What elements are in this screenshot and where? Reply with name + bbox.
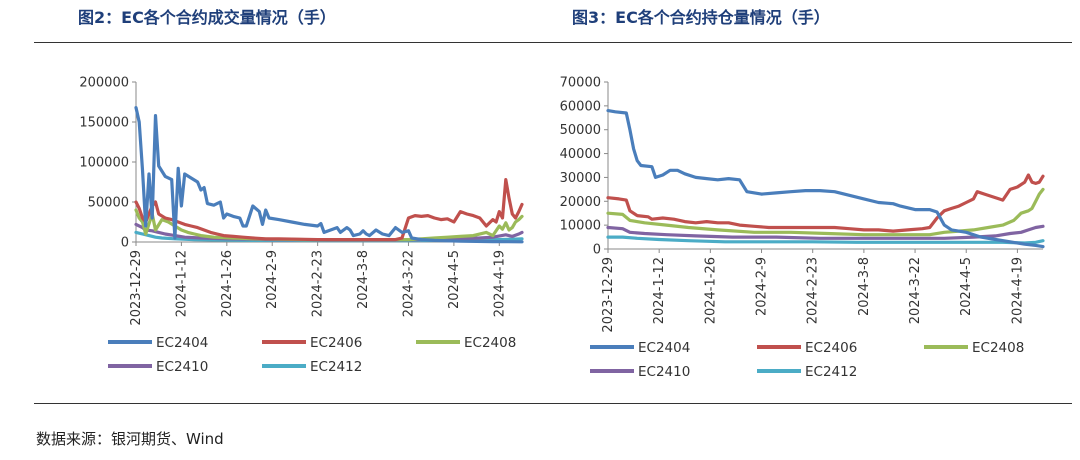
figure-2-title: 图2：EC各个合约成交量情况（手） [78, 8, 336, 27]
chart0-x-tick-label: 2024-1-12 [174, 250, 189, 317]
chart1-legend-label-ec2404: EC2404 [638, 340, 690, 356]
data-source: 数据来源：银河期货、Wind [36, 430, 224, 448]
chart0-x-tick-label: 2024-3-22 [401, 250, 416, 317]
chart1-x-tick-label: 2024-1-26 [703, 257, 718, 324]
chart0-x-tick-label: 2024-4-19 [492, 250, 507, 317]
chart0-y-tick-label: 150000 [79, 116, 129, 131]
chart1-legend-label-ec2410: EC2410 [638, 364, 690, 380]
chart1-y-tick-label: 40000 [560, 147, 601, 162]
volume-chart: 0 50000 100000 150000 200000 2023-12-29 2024-1… [36, 46, 536, 386]
chart1-x-tick-label: 2024-4-19 [1010, 257, 1025, 324]
chart1-x-tick-label: 2024-2-23 [806, 257, 821, 324]
chart1-series-ec2406 [606, 173, 1045, 233]
open-interest-chart: 0 10000 20000 30000 40000 50000 60000 70000 2023… [548, 46, 1058, 386]
chart1-x-tick-label: 2024-2-9 [755, 257, 770, 316]
chart0-legend-label-ec2410: EC2410 [156, 359, 208, 375]
volume-chart-svg: 0 50000 100000 150000 200000 2023-12-29 2024-1… [79, 76, 524, 375]
chart1-x-tick-label: 2023-12-29 [601, 257, 616, 333]
open-interest-chart-svg: 0 10000 20000 30000 40000 50000 60000 70000 2023… [560, 76, 1045, 380]
top-divider [34, 42, 1072, 43]
chart0-x-tick-label: 2023-12-29 [129, 250, 144, 326]
chart0-x-tick-label: 2024-3-8 [356, 250, 371, 309]
chart1-y-tick-label: 10000 [560, 219, 601, 234]
chart0-x-tick-label: 2024-2-9 [265, 250, 280, 309]
chart1-series-ec2410 [606, 224, 1045, 240]
chart0-y-tick-label: 50000 [88, 196, 129, 211]
chart0-legend-label-ec2408: EC2408 [464, 335, 516, 351]
bottom-divider [34, 403, 1072, 404]
chart1-legend-label-ec2406: EC2406 [805, 340, 857, 356]
chart1-x-tick-label: 2024-3-22 [908, 257, 923, 324]
chart1-y-tick-label: 0 [593, 243, 601, 258]
chart1-y-tick-label: 20000 [560, 195, 601, 210]
chart0-legend-label-ec2404: EC2404 [156, 335, 208, 351]
figure-3-title: 图3：EC各个合约持仓量情况（手） [572, 8, 830, 27]
chart0-series-ec2404 [134, 105, 524, 244]
chart0-legend-label-ec2406: EC2406 [310, 335, 362, 351]
chart0-x-tick-label: 2024-1-26 [220, 250, 235, 317]
chart1-legend-label-ec2408: EC2408 [972, 340, 1024, 356]
chart0-legend-label-ec2412: EC2412 [310, 359, 362, 375]
chart0-y-tick-label: 200000 [79, 76, 129, 91]
chart1-series-ec2408 [606, 187, 1045, 237]
chart0-x-tick-label: 2024-2-23 [311, 250, 326, 317]
chart1-x-tick-label: 2024-3-8 [857, 257, 872, 316]
chart1-y-tick-label: 30000 [560, 171, 601, 186]
chart1-y-tick-label: 70000 [560, 76, 601, 91]
chart1-y-tick-label: 50000 [560, 123, 601, 138]
chart1-y-tick-label: 60000 [560, 99, 601, 114]
chart0-x-tick-label: 2024-4-5 [447, 250, 462, 309]
chart1-x-tick-label: 2024-1-12 [652, 257, 667, 324]
chart0-y-tick-label: 100000 [79, 156, 129, 171]
chart1-legend-label-ec2412: EC2412 [805, 364, 857, 380]
chart1-x-tick-label: 2024-4-5 [959, 257, 974, 316]
chart1-series-ec2404 [606, 108, 1045, 249]
chart0-y-tick-label: 0 [121, 236, 129, 251]
